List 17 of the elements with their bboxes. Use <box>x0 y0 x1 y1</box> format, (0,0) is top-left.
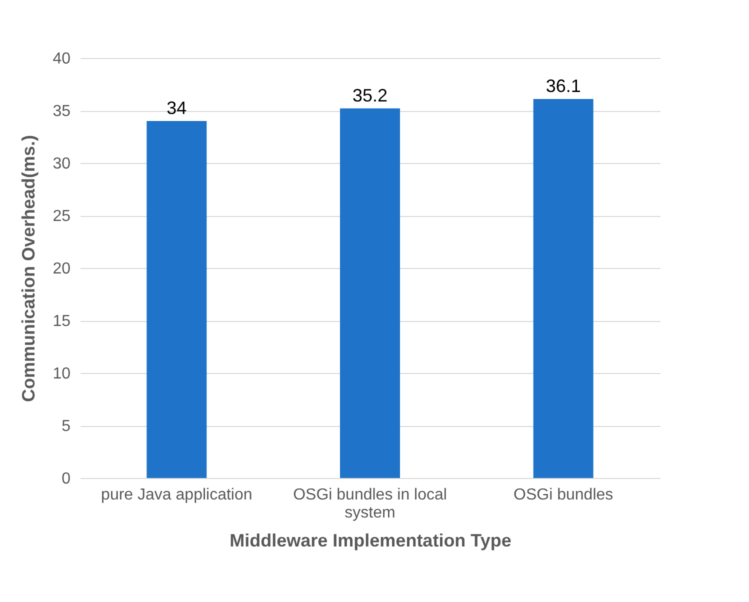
y-tick-label: 5 <box>62 418 71 435</box>
y-axis-title: Communication Overhead(ms.) <box>18 134 39 402</box>
y-tick-label: 0 <box>62 470 71 488</box>
data-label: 35.2 <box>352 85 388 106</box>
x-tick-label: OSGi bundles in local system <box>293 486 447 522</box>
x-tick-label: pure Java application <box>101 486 252 504</box>
x-tick-label: OSGi bundles <box>514 486 614 504</box>
x-axis-title: Middleware Implementation Type <box>230 530 512 550</box>
data-label: 36.1 <box>546 76 581 96</box>
y-tick-label: 15 <box>52 313 71 330</box>
y-tick-label: 30 <box>52 156 71 172</box>
data-label: 34 <box>166 98 187 118</box>
y-tick-label: 25 <box>52 208 71 225</box>
y-tick-label: 20 <box>52 260 71 278</box>
y-tick-label: 10 <box>52 366 71 382</box>
y-tick-label: 35 <box>52 103 71 120</box>
y-tick-label: 40 <box>52 50 71 68</box>
